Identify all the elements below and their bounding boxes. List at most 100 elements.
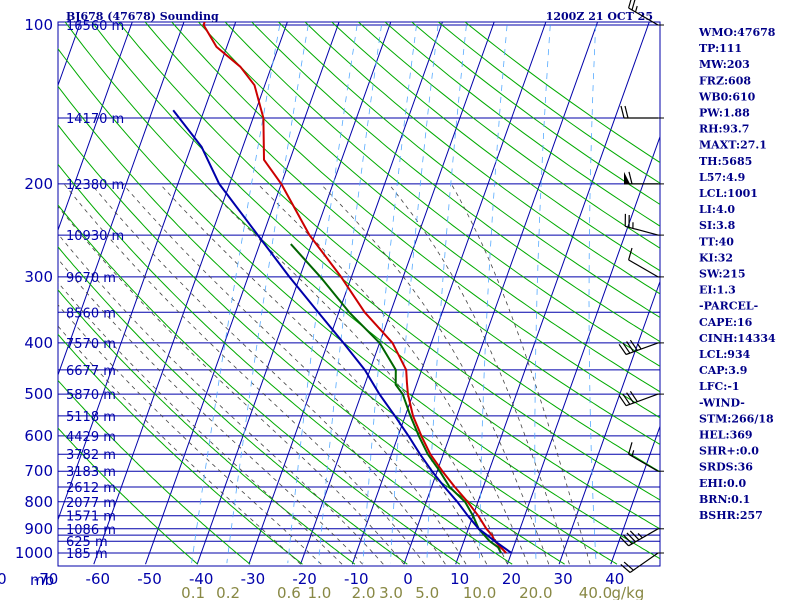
pressure-tick-label: 500 <box>24 385 53 403</box>
text-layer: BJ678 (47678) Sounding 1200Z 21 OCT 25 m… <box>0 10 653 600</box>
wind-barb <box>628 247 664 278</box>
index-line: KI:32 <box>699 251 733 264</box>
index-line: TH:5685 <box>699 155 752 168</box>
index-line: FRZ:608 <box>699 74 751 87</box>
wind-barb-staff <box>628 7 659 26</box>
index-line: L57:4.9 <box>699 171 745 184</box>
index-line: PW:1.88 <box>699 107 750 120</box>
isotherm-line <box>610 424 660 565</box>
pressure-tick-label: 600 <box>24 427 53 445</box>
height-label: 185 m <box>66 547 108 562</box>
index-line: WMO:47678 <box>698 26 776 39</box>
wind-barb-full <box>628 442 633 455</box>
index-line: SI:3.8 <box>699 219 736 232</box>
mixing-ratio-line <box>479 22 508 564</box>
dry-adiabat-line <box>58 204 461 565</box>
wind-barb-staff <box>628 528 659 547</box>
wind-barb-staff <box>628 453 659 472</box>
height-label: 6677 m <box>66 364 116 379</box>
isotherm-line <box>145 22 340 565</box>
mixing-ratio-line <box>287 22 358 564</box>
pressure-tick-label: 800 <box>24 493 53 511</box>
moist-adiabat-line <box>257 183 529 565</box>
dry-adiabat-line <box>251 22 660 343</box>
wind-barb-full <box>628 0 632 9</box>
index-line: MAXT:27.1 <box>699 139 767 152</box>
wind-barb-staff <box>625 225 659 236</box>
wind-barb-staff <box>625 393 659 407</box>
height-label: 7570 m <box>66 337 116 352</box>
wind-barb-full <box>618 343 627 355</box>
index-line: EHI:0.0 <box>699 477 746 490</box>
wind-barb-full <box>622 342 631 354</box>
index-line: EI:1.3 <box>699 284 736 297</box>
dry-adiabat-line <box>197 22 660 393</box>
mixing-ratio-line <box>390 22 439 564</box>
index-line: LFC:-1 <box>699 380 740 393</box>
index-line: CINH:14334 <box>699 332 776 345</box>
temperature-tick-label: 20 <box>502 570 521 588</box>
moist-adiabat-line <box>58 258 363 565</box>
moist-adiabat-line <box>122 183 467 565</box>
index-line: -WIND- <box>699 396 745 409</box>
wind-barb-full <box>622 393 631 405</box>
temperature-tick-label: 10 <box>450 570 469 588</box>
dry-adiabat-line <box>331 22 660 272</box>
plot-frame <box>57 21 661 567</box>
wind-barb-full <box>620 563 631 573</box>
index-line: TP:111 <box>699 42 742 55</box>
index-line: MW:203 <box>699 58 750 71</box>
moist-adiabat-line <box>58 233 384 565</box>
moist-adiabat-line <box>388 183 570 565</box>
height-label: 625 m <box>66 535 108 550</box>
wind-barb <box>618 390 664 407</box>
wind-barb-full <box>618 395 627 407</box>
temperature-tick-label: 40 <box>605 570 624 588</box>
dry-adiabat-line <box>144 22 660 445</box>
indices-panel: WMO:47678 TP:111 MW:203 FRZ:608 WB0:610 PW:1.… <box>698 26 776 522</box>
isotherm-line <box>0 13 32 564</box>
isotherm-line <box>506 135 660 565</box>
isotherm-line <box>455 22 650 565</box>
height-label: 3782 m <box>66 448 116 463</box>
wind-barb-full <box>622 534 633 545</box>
wind-barb-half <box>631 450 635 457</box>
wind-barb-full <box>631 0 636 11</box>
wind-barb-full <box>626 532 636 543</box>
temperature-tick-label: -40 <box>189 570 214 588</box>
wind-barb-half <box>637 532 643 539</box>
height-label: 4429 m <box>66 430 116 445</box>
mixing-ratio-label: 5.0 <box>415 584 439 600</box>
height-label: 2612 m <box>66 481 116 496</box>
height-label: 10930 m <box>66 229 124 244</box>
height-label: 8560 m <box>66 306 116 321</box>
isotherm-line <box>93 22 288 565</box>
chart-title: BJ678 (47678) Sounding <box>66 10 219 23</box>
dry-adiabat-line <box>58 48 660 560</box>
index-line: SHR+:0.0 <box>699 445 759 458</box>
wind-barb-staff <box>625 342 659 356</box>
index-line: SRDS:36 <box>699 461 753 474</box>
wind-barb <box>618 339 664 356</box>
temperature-tick-label: -10 <box>344 570 369 588</box>
index-line: RH:93.7 <box>699 123 749 136</box>
height-label: 3183 m <box>66 465 116 480</box>
mixing-ratio-label: 2.0 <box>352 584 376 600</box>
valid-time: 1200Z 21 OCT 25 <box>546 10 653 23</box>
pressure-tick-label: 900 <box>24 520 53 538</box>
moist-adiabat-line <box>204 183 508 565</box>
index-line: STM:266/18 <box>699 412 774 425</box>
moist-adiabat-line <box>320 183 550 565</box>
index-line: LI:4.0 <box>699 203 735 216</box>
moist-adiabat-line <box>58 205 405 565</box>
mixing-ratio-line <box>588 22 597 564</box>
dry-adiabat-line <box>58 85 618 565</box>
wind-barb-flag <box>624 171 630 184</box>
temperature-line <box>202 22 507 554</box>
dry-adiabat-line <box>277 22 660 318</box>
index-line: -PARCEL- <box>699 300 758 313</box>
dry-adiabat-line <box>171 22 660 419</box>
height-label: 1086 m <box>66 523 116 538</box>
pressure-tick-label: 200 <box>24 175 53 193</box>
